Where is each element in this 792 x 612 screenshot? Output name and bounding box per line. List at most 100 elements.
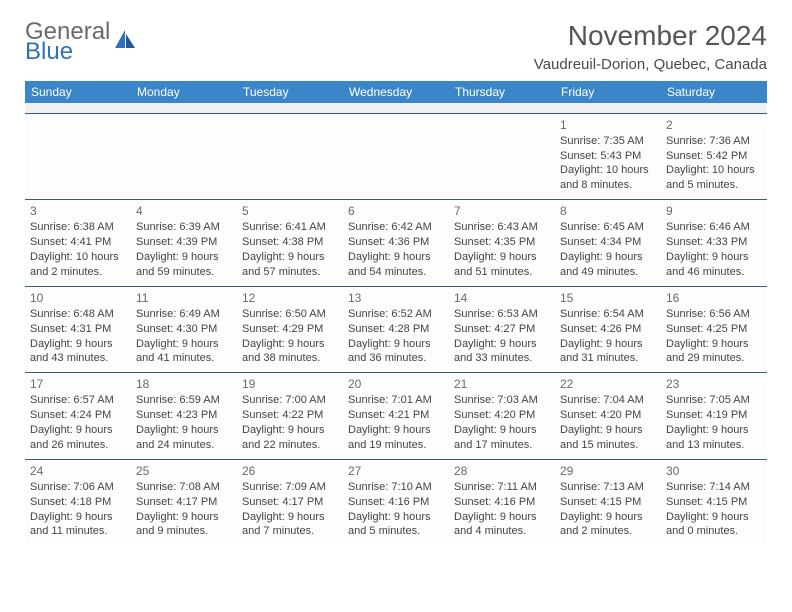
sunrise-line: Sunrise: 7:35 AM (560, 134, 656, 149)
daylight-line: Daylight: 10 hours and 8 minutes. (560, 163, 656, 193)
day-number: 17 (30, 376, 126, 392)
daylight-line: Daylight: 9 hours and 17 minutes. (454, 423, 550, 453)
day-number: 15 (560, 290, 656, 306)
calendar-day: 9Sunrise: 6:46 AMSunset: 4:33 PMDaylight… (661, 200, 767, 287)
calendar-day: 16Sunrise: 6:56 AMSunset: 4:25 PMDayligh… (661, 286, 767, 373)
sunset-line: Sunset: 4:38 PM (242, 235, 338, 250)
calendar-day: 4Sunrise: 6:39 AMSunset: 4:39 PMDaylight… (131, 200, 237, 287)
day-number: 16 (666, 290, 762, 306)
daylight-line: Daylight: 9 hours and 41 minutes. (136, 337, 232, 367)
daylight-line: Daylight: 9 hours and 54 minutes. (348, 250, 444, 280)
day-number: 2 (666, 117, 762, 133)
day-number: 12 (242, 290, 338, 306)
daylight-line: Daylight: 9 hours and 0 minutes. (666, 510, 762, 540)
sunset-line: Sunset: 4:20 PM (560, 408, 656, 423)
sunrise-line: Sunrise: 6:50 AM (242, 307, 338, 322)
calendar-day: 21Sunrise: 7:03 AMSunset: 4:20 PMDayligh… (449, 373, 555, 460)
weekday-header: Friday (555, 81, 661, 103)
sunset-line: Sunset: 5:43 PM (560, 149, 656, 164)
daylight-line: Daylight: 9 hours and 11 minutes. (30, 510, 126, 540)
sunset-line: Sunset: 4:30 PM (136, 322, 232, 337)
calendar-day: 19Sunrise: 7:00 AMSunset: 4:22 PMDayligh… (237, 373, 343, 460)
calendar-day: 26Sunrise: 7:09 AMSunset: 4:17 PMDayligh… (237, 459, 343, 545)
day-number: 1 (560, 117, 656, 133)
day-number: 29 (560, 463, 656, 479)
daylight-line: Daylight: 9 hours and 7 minutes. (242, 510, 338, 540)
sunrise-line: Sunrise: 7:03 AM (454, 393, 550, 408)
sunset-line: Sunset: 4:20 PM (454, 408, 550, 423)
sunset-line: Sunset: 4:22 PM (242, 408, 338, 423)
sunset-line: Sunset: 4:24 PM (30, 408, 126, 423)
calendar-day (449, 113, 555, 200)
sunrise-line: Sunrise: 6:56 AM (666, 307, 762, 322)
day-number: 23 (666, 376, 762, 392)
sunset-line: Sunset: 4:15 PM (666, 495, 762, 510)
sunset-line: Sunset: 4:16 PM (348, 495, 444, 510)
weekday-header: Saturday (661, 81, 767, 103)
sunset-line: Sunset: 4:41 PM (30, 235, 126, 250)
weekday-header-row: SundayMondayTuesdayWednesdayThursdayFrid… (25, 81, 767, 103)
sunset-line: Sunset: 4:25 PM (666, 322, 762, 337)
calendar-body: 1Sunrise: 7:35 AMSunset: 5:43 PMDaylight… (25, 103, 767, 545)
daylight-line: Daylight: 9 hours and 24 minutes. (136, 423, 232, 453)
sunset-line: Sunset: 4:15 PM (560, 495, 656, 510)
day-number: 27 (348, 463, 444, 479)
calendar-day: 27Sunrise: 7:10 AMSunset: 4:16 PMDayligh… (343, 459, 449, 545)
sunrise-line: Sunrise: 7:01 AM (348, 393, 444, 408)
sunrise-line: Sunrise: 6:54 AM (560, 307, 656, 322)
sunset-line: Sunset: 4:36 PM (348, 235, 444, 250)
sunrise-line: Sunrise: 6:45 AM (560, 220, 656, 235)
sunset-line: Sunset: 5:42 PM (666, 149, 762, 164)
sunset-line: Sunset: 4:26 PM (560, 322, 656, 337)
sunrise-line: Sunrise: 7:11 AM (454, 480, 550, 495)
logo: General Blue (25, 20, 137, 64)
day-number: 26 (242, 463, 338, 479)
sunrise-line: Sunrise: 7:09 AM (242, 480, 338, 495)
weekday-header: Monday (131, 81, 237, 103)
sunrise-line: Sunrise: 6:39 AM (136, 220, 232, 235)
sunset-line: Sunset: 4:16 PM (454, 495, 550, 510)
sunset-line: Sunset: 4:35 PM (454, 235, 550, 250)
sunrise-line: Sunrise: 7:04 AM (560, 393, 656, 408)
daylight-line: Daylight: 9 hours and 26 minutes. (30, 423, 126, 453)
daylight-line: Daylight: 10 hours and 2 minutes. (30, 250, 126, 280)
daylight-line: Daylight: 9 hours and 15 minutes. (560, 423, 656, 453)
sunrise-line: Sunrise: 6:42 AM (348, 220, 444, 235)
daylight-line: Daylight: 9 hours and 19 minutes. (348, 423, 444, 453)
sunset-line: Sunset: 4:39 PM (136, 235, 232, 250)
sunrise-line: Sunrise: 6:49 AM (136, 307, 232, 322)
day-number: 3 (30, 203, 126, 219)
daylight-line: Daylight: 9 hours and 46 minutes. (666, 250, 762, 280)
daylight-line: Daylight: 9 hours and 13 minutes. (666, 423, 762, 453)
daylight-line: Daylight: 9 hours and 57 minutes. (242, 250, 338, 280)
calendar-week: 17Sunrise: 6:57 AMSunset: 4:24 PMDayligh… (25, 373, 767, 460)
sunrise-line: Sunrise: 6:41 AM (242, 220, 338, 235)
day-number: 9 (666, 203, 762, 219)
header: General Blue November 2024 Vaudreuil-Dor… (25, 20, 767, 73)
calendar-day: 28Sunrise: 7:11 AMSunset: 4:16 PMDayligh… (449, 459, 555, 545)
day-number: 20 (348, 376, 444, 392)
calendar-day: 22Sunrise: 7:04 AMSunset: 4:20 PMDayligh… (555, 373, 661, 460)
day-number: 22 (560, 376, 656, 392)
sunrise-line: Sunrise: 6:59 AM (136, 393, 232, 408)
sunset-line: Sunset: 4:19 PM (666, 408, 762, 423)
day-number: 25 (136, 463, 232, 479)
daylight-line: Daylight: 9 hours and 29 minutes. (666, 337, 762, 367)
sunrise-line: Sunrise: 6:53 AM (454, 307, 550, 322)
sunrise-line: Sunrise: 7:06 AM (30, 480, 126, 495)
daylight-line: Daylight: 10 hours and 5 minutes. (666, 163, 762, 193)
calendar-day: 25Sunrise: 7:08 AMSunset: 4:17 PMDayligh… (131, 459, 237, 545)
daylight-line: Daylight: 9 hours and 5 minutes. (348, 510, 444, 540)
sunset-line: Sunset: 4:33 PM (666, 235, 762, 250)
calendar-day: 30Sunrise: 7:14 AMSunset: 4:15 PMDayligh… (661, 459, 767, 545)
calendar-day: 17Sunrise: 6:57 AMSunset: 4:24 PMDayligh… (25, 373, 131, 460)
calendar-day: 12Sunrise: 6:50 AMSunset: 4:29 PMDayligh… (237, 286, 343, 373)
day-number: 8 (560, 203, 656, 219)
calendar-day: 1Sunrise: 7:35 AMSunset: 5:43 PMDaylight… (555, 113, 661, 200)
sunset-line: Sunset: 4:21 PM (348, 408, 444, 423)
month-title: November 2024 (534, 20, 767, 52)
weekday-header: Thursday (449, 81, 555, 103)
weekday-header: Tuesday (237, 81, 343, 103)
calendar-week: 1Sunrise: 7:35 AMSunset: 5:43 PMDaylight… (25, 113, 767, 200)
calendar-day (131, 113, 237, 200)
